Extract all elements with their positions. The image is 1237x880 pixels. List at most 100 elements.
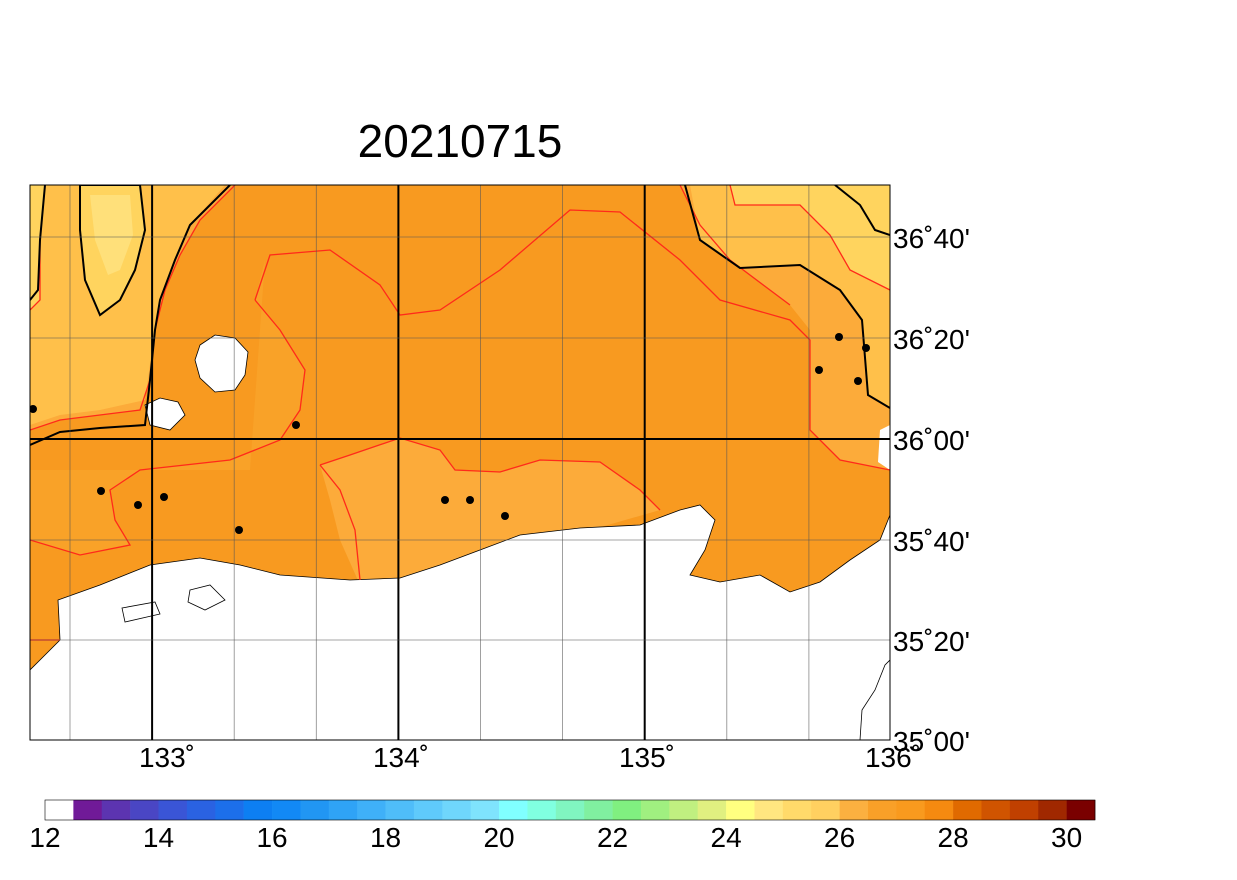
- colorbar-tick-label: 22: [597, 822, 628, 853]
- lake: [121, 601, 161, 623]
- lat-label: 36˚00': [893, 425, 970, 456]
- contour: [834, 185, 890, 236]
- colorbar-swatch: [470, 800, 500, 820]
- contour: [684, 185, 890, 409]
- cool-region: [30, 185, 225, 425]
- station: [235, 526, 243, 534]
- colorbar-swatch: [215, 800, 244, 820]
- colorbar-swatch: [45, 800, 74, 820]
- colorbar-swatch: [499, 800, 528, 820]
- lat-label: 36˚40': [893, 223, 970, 254]
- colorbar-tick-label: 18: [370, 822, 401, 853]
- station: [862, 344, 870, 352]
- contour: [30, 185, 46, 301]
- colorbar-tick-label: 20: [483, 822, 514, 853]
- colorbar-swatch: [130, 800, 159, 820]
- colorbar-swatch: [981, 800, 1011, 820]
- colorbar-tick-label: 24: [711, 822, 742, 853]
- cool-region: [730, 185, 890, 290]
- colorbar-swatch: [754, 800, 784, 820]
- station: [501, 512, 509, 520]
- lake: [187, 584, 226, 611]
- station: [30, 405, 37, 413]
- lon-label: 136˚: [865, 742, 921, 773]
- colorbar: 12 14 16 18 20 22 24 26 28 30: [29, 799, 1096, 853]
- lat-label: 35˚00': [893, 726, 970, 757]
- station: [441, 496, 449, 504]
- warm-region: [320, 438, 660, 585]
- colorbar-swatch: [924, 800, 954, 820]
- colorbar-swatch: [385, 800, 415, 820]
- lat-label: 35˚20': [893, 626, 970, 657]
- colorbar-swatch: [328, 800, 358, 820]
- lat-label: 35˚40': [893, 526, 970, 557]
- lon-label: 134˚: [373, 742, 429, 773]
- colorbar-swatch: [953, 800, 982, 820]
- colorbar-frame: [44, 799, 1096, 821]
- colorbar-swatch: [896, 800, 926, 820]
- stations: [30, 333, 870, 534]
- station: [134, 501, 142, 509]
- colorbar-swatch: [640, 800, 670, 820]
- station: [160, 493, 168, 501]
- station: [815, 366, 823, 374]
- colorbar-swatch: [1038, 800, 1067, 820]
- lat-label: 36˚20': [893, 324, 970, 355]
- island: [144, 397, 186, 431]
- station: [292, 421, 300, 429]
- colorbar-tick-label: 14: [143, 822, 174, 853]
- colorbar-swatch: [186, 800, 216, 820]
- lon-label: 135˚: [619, 742, 675, 773]
- colorbar-swatch: [413, 800, 443, 820]
- island: [194, 334, 249, 393]
- contour: [254, 209, 890, 471]
- colorbar-tick-label: 12: [29, 822, 60, 853]
- contour: [319, 464, 361, 581]
- map-area: [30, 185, 890, 740]
- contour: [30, 299, 306, 556]
- colorbar-swatch: [300, 800, 330, 820]
- colorbar-swatch: [555, 800, 585, 820]
- colorbar-swatch: [158, 800, 188, 820]
- land: [30, 504, 890, 740]
- station: [835, 333, 843, 341]
- colorbar-swatch: [73, 800, 103, 820]
- colorbar-swatch: [1066, 800, 1096, 820]
- colorbar-swatch: [612, 800, 642, 820]
- station: [97, 487, 105, 495]
- colorbar-swatch: [272, 800, 301, 820]
- colorbar-swatch: [442, 800, 471, 820]
- contour: [729, 185, 890, 291]
- colorbar-swatch: [527, 800, 557, 820]
- land: [859, 659, 890, 740]
- map-frame: [29, 184, 891, 741]
- graticule: [30, 185, 890, 740]
- colorbar-swatch: [839, 800, 869, 820]
- cool-region: [90, 195, 133, 275]
- colorbar-swatch: [357, 800, 386, 820]
- colorbar-swatch: [1009, 800, 1039, 820]
- contour: [79, 185, 147, 317]
- land: [878, 425, 890, 470]
- colorbar-tick-label: 26: [824, 822, 855, 853]
- lon-label: 133˚: [139, 742, 195, 773]
- colorbar-tick-label: 30: [1051, 822, 1082, 853]
- station: [854, 377, 862, 385]
- station: [466, 496, 474, 504]
- colorbar-swatch: [697, 800, 727, 820]
- colorbar-swatch: [243, 800, 273, 820]
- axis-labels: 36˚40' 36˚20' 36˚00' 35˚40' 35˚20' 35˚00' 133˚…: [139, 223, 970, 773]
- map-title: 20210715: [358, 115, 563, 167]
- colorbar-tick-label: 28: [938, 822, 969, 853]
- colorbar-swatch: [584, 800, 613, 820]
- colorbar-swatch: [669, 800, 699, 820]
- colorbar-swatch: [811, 800, 840, 820]
- colorbar-swatch: [726, 800, 755, 820]
- warm-region: [30, 260, 305, 555]
- colorbar-tick-label: 16: [256, 822, 287, 853]
- contour: [319, 437, 661, 511]
- colorbar-swatch: [867, 800, 897, 820]
- colorbar-swatch: [782, 800, 812, 820]
